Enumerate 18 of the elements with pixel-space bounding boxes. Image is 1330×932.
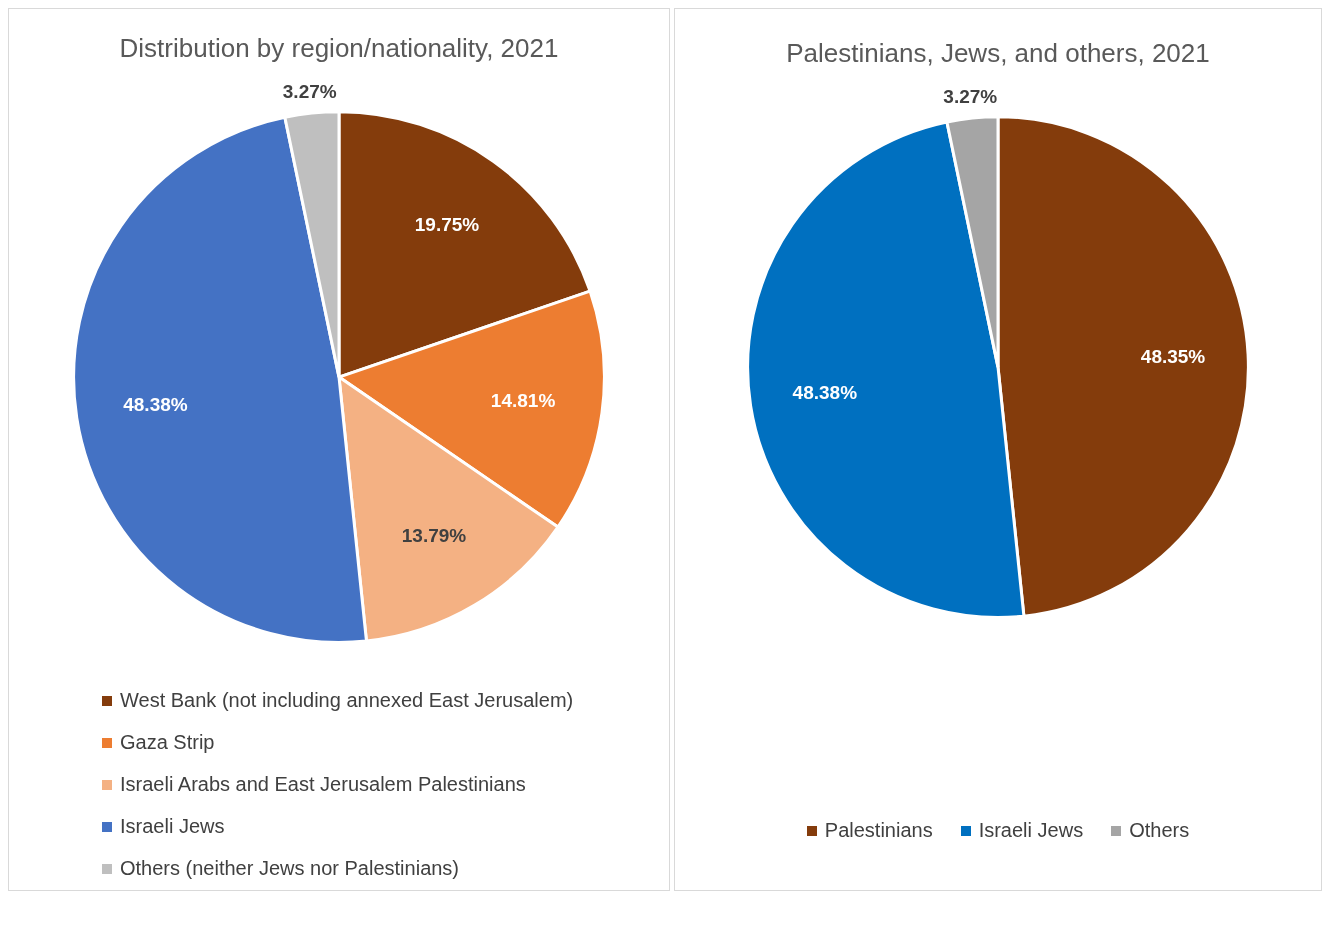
legend-label: Israeli Jews bbox=[120, 815, 225, 838]
data-label: 14.81% bbox=[490, 390, 556, 412]
chart-title: Palestinians, Jews, and others, 2021 bbox=[786, 37, 1210, 68]
data-label: 19.75% bbox=[414, 214, 480, 236]
legend-label: West Bank (not including annexed East Jerusalem) bbox=[120, 689, 574, 712]
data-label: 48.38% bbox=[792, 382, 858, 404]
legend-label: Gaza Strip bbox=[120, 731, 215, 754]
legend-label: Others (neither Jews nor Palestinians) bbox=[120, 857, 460, 880]
data-label: 48.35% bbox=[1140, 346, 1206, 368]
legend-label: Others bbox=[1129, 819, 1190, 842]
data-label: 3.27% bbox=[282, 81, 337, 103]
data-label: 13.79% bbox=[401, 524, 467, 546]
data-label: 3.27% bbox=[943, 86, 998, 108]
legend-label: Israeli Arabs and East Jerusalem Palestinians bbox=[120, 773, 526, 796]
data-label: 48.38% bbox=[123, 393, 188, 415]
legend-label: Palestinians bbox=[824, 819, 933, 842]
legend-label: Israeli Jews bbox=[978, 819, 1084, 842]
chart-title: Distribution by region/nationality, 2021 bbox=[119, 32, 559, 63]
